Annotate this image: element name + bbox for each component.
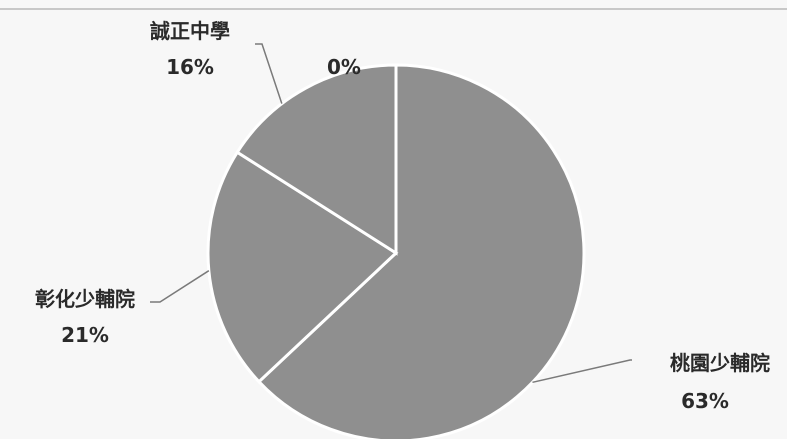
slice-label-chengzheng: 誠正中學 <box>150 19 230 43</box>
slice-value-zero: 0% <box>327 55 361 79</box>
pie-slice-taoyuan <box>256 63 586 439</box>
slice-label-taoyuan: 桃園少輔院 <box>670 351 770 375</box>
slice-value-taoyuan: 63% <box>681 389 729 413</box>
pie-slice-chengzheng <box>235 63 398 256</box>
leader-line-changhua <box>150 270 210 303</box>
slice-label-changhua: 彰化少輔院 <box>35 287 135 311</box>
leader-line-chengzheng <box>255 43 283 104</box>
leader-line-taoyuan <box>532 359 632 384</box>
pie-slices <box>206 63 586 439</box>
leader-lines <box>150 43 632 384</box>
slice-value-chengzheng: 16% <box>166 55 214 79</box>
slice-value-changhua: 21% <box>61 323 109 347</box>
